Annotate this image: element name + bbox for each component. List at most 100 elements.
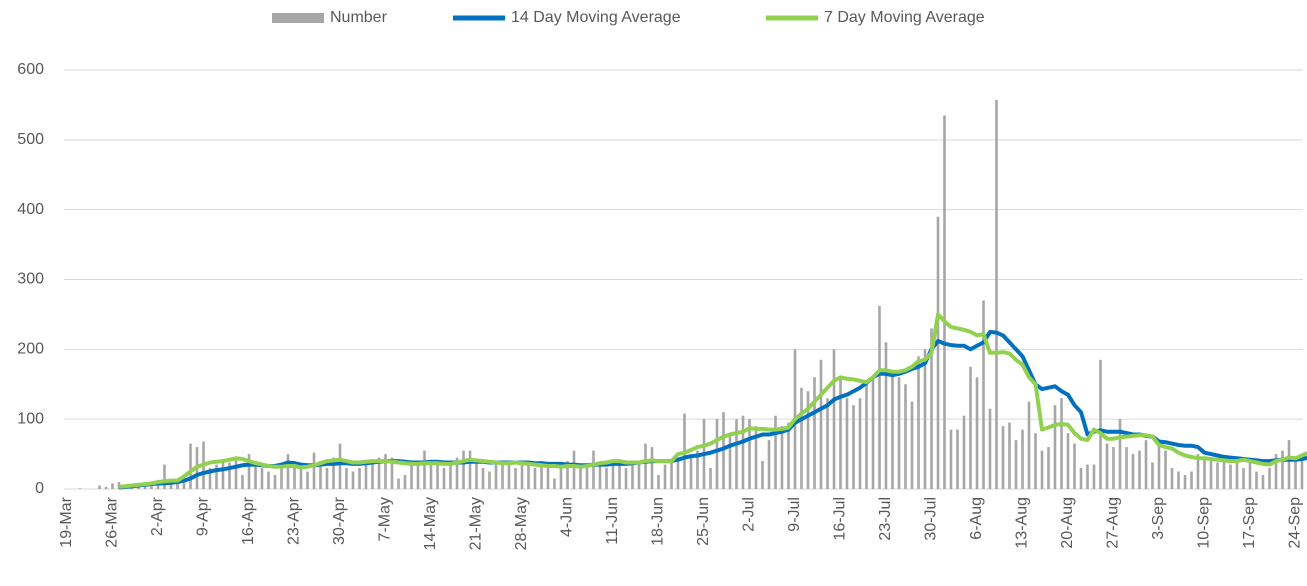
legend-label: Number [330, 9, 388, 26]
bar [1014, 440, 1018, 489]
bar [494, 464, 498, 489]
bar [429, 461, 433, 489]
bar [338, 443, 342, 489]
line [118, 329, 1307, 490]
bar [767, 440, 771, 489]
bar [1300, 461, 1304, 489]
bar [995, 100, 998, 490]
bar [1255, 471, 1258, 489]
bar [1138, 450, 1141, 489]
bar [826, 398, 829, 489]
bar [1222, 461, 1226, 489]
bar [592, 450, 595, 489]
bar [982, 300, 985, 489]
bar [1047, 447, 1050, 489]
bar [345, 468, 348, 489]
bar [1151, 462, 1154, 489]
bar [546, 464, 550, 489]
bar [1053, 405, 1057, 489]
bar [572, 450, 576, 489]
x-tick-label: 30-Jul [923, 497, 940, 541]
x-tick-label: 26-Mar [104, 496, 121, 547]
bar [917, 356, 920, 489]
bar [813, 377, 816, 489]
bar [761, 461, 764, 489]
bar [163, 464, 166, 489]
bar [1274, 454, 1278, 489]
bar [806, 391, 810, 489]
bar [449, 464, 452, 489]
bar [1079, 468, 1083, 489]
x-tick-label: 20-Aug [1059, 497, 1076, 549]
x-tick-label: 23-Apr [286, 496, 303, 545]
bar [241, 475, 244, 489]
bar [1248, 461, 1252, 489]
x-tick-label: 25-Jun [695, 497, 712, 546]
x-tick-label: 24-Sep [1287, 497, 1304, 549]
bar [1190, 471, 1193, 489]
bar [709, 468, 712, 489]
bar [351, 471, 355, 489]
bar [1261, 475, 1265, 489]
x-tick-label: 3-Sep [1150, 497, 1167, 540]
x-tick-label: 16-Jul [832, 497, 849, 541]
bar [1060, 398, 1063, 489]
bar [657, 475, 660, 489]
bar [845, 398, 849, 489]
bar [176, 482, 179, 489]
bar [533, 468, 537, 489]
bar [1281, 450, 1284, 489]
x-tick-label: 17-Sep [1241, 497, 1258, 549]
bar [507, 462, 511, 489]
bar [696, 450, 699, 489]
bar [1040, 450, 1044, 489]
bar [1170, 468, 1174, 489]
bar [527, 464, 530, 489]
x-tick-label: 10-Sep [1196, 497, 1213, 549]
bar [670, 461, 673, 489]
bar [1164, 450, 1167, 489]
bar [1105, 443, 1109, 489]
bar [1294, 461, 1297, 489]
x-tick-label: 28-May [513, 497, 530, 550]
legend-item: 14 Day Moving Average [453, 9, 681, 26]
bar [1001, 426, 1005, 489]
bar [234, 457, 238, 489]
bar [728, 433, 732, 489]
bar [286, 454, 290, 489]
bar [397, 478, 400, 489]
bar [884, 342, 888, 489]
legend-item: Number [272, 9, 388, 26]
x-tick-label: 19-Mar [58, 496, 75, 547]
bar [228, 462, 231, 489]
bar [650, 447, 654, 489]
bar [839, 377, 842, 489]
bar [871, 377, 875, 489]
bar [754, 426, 758, 489]
bar [689, 454, 693, 489]
bar [624, 468, 628, 489]
bar [540, 461, 543, 489]
y-tick-label: 400 [17, 201, 44, 218]
bar [371, 461, 374, 489]
bar [293, 461, 296, 489]
bar [325, 468, 329, 489]
x-tick-label: 14-May [422, 497, 439, 550]
x-tick-label: 7-May [377, 497, 394, 541]
bar [215, 464, 218, 489]
bar [878, 306, 881, 489]
bar [1027, 401, 1031, 489]
bar [442, 468, 446, 489]
x-tick-label: 23-Jul [877, 497, 894, 541]
bar [559, 468, 563, 489]
bar [787, 422, 790, 489]
bar [182, 478, 186, 489]
bar [579, 464, 582, 489]
legend-swatch [272, 13, 324, 23]
legend-label: 7 Day Moving Average [824, 9, 985, 26]
bar [1242, 468, 1245, 489]
y-tick-label: 0 [35, 480, 44, 497]
y-tick-label: 600 [17, 61, 44, 78]
bar [488, 471, 491, 489]
bar [637, 462, 641, 489]
